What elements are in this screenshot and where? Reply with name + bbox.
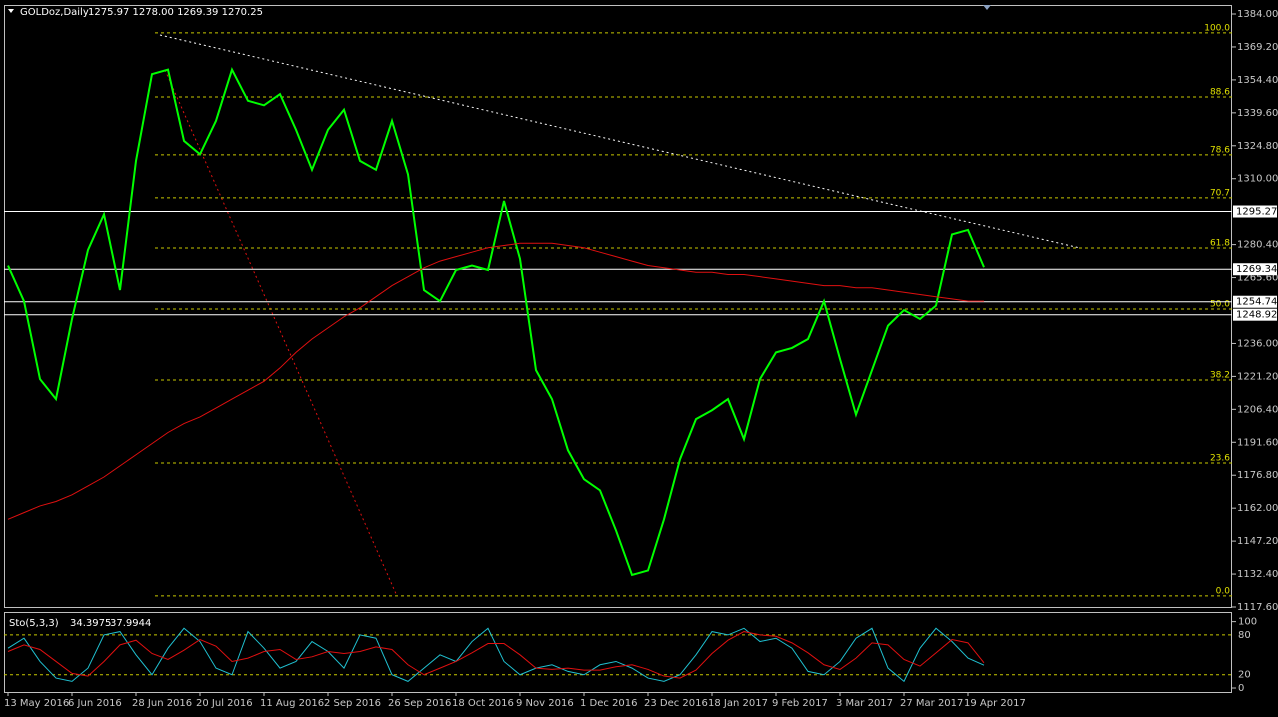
y-tick-label: 1147.20	[1237, 536, 1278, 547]
y-tick-label: 1221.20	[1237, 371, 1278, 382]
symbol-title: GOLDoz,Daily	[20, 7, 89, 18]
level-label: 1254.74	[1236, 297, 1277, 308]
fib-label: 0.0	[1216, 586, 1231, 596]
fib-label: 50.0	[1210, 299, 1230, 309]
series-line	[7, 627, 985, 683]
sto-tick-label: 80	[1238, 630, 1251, 641]
fib-label: 61.8	[1210, 238, 1230, 248]
fib-label: 38.2	[1210, 370, 1230, 380]
y-tick-label: 1236.00	[1237, 338, 1278, 349]
y-tick-label: 1324.80	[1237, 141, 1278, 152]
x-tick-label: 27 Mar 2017	[900, 698, 963, 709]
y-tick-label: 1176.80	[1237, 470, 1278, 481]
level-label: 1248.92	[1236, 310, 1277, 321]
sub-frame	[4, 612, 1232, 693]
series-line	[7, 67, 985, 577]
shift-marker	[983, 5, 991, 10]
x-tick-label: 9 Feb 2017	[772, 698, 828, 709]
fib-label: 88.6	[1210, 88, 1230, 98]
x-tick-label: 2 Sep 2016	[324, 698, 381, 709]
sto-tick-label: 20	[1238, 670, 1251, 681]
x-tick-label: 18 Oct 2016	[452, 698, 514, 709]
x-tick-label: 11 Aug 2016	[260, 698, 324, 709]
series-line	[7, 242, 984, 520]
level-label: 1295.27	[1236, 207, 1277, 218]
y-tick-label: 1162.00	[1237, 503, 1278, 514]
sto-d: 37.9944	[110, 618, 151, 629]
fib-base-line	[164, 69, 398, 597]
y-tick-label: 1354.40	[1237, 75, 1278, 86]
level-box	[1233, 263, 1277, 276]
quote: 1275.97 1278.00 1269.39 1270.25	[88, 7, 263, 18]
y-tick-label: 1384.00	[1237, 9, 1278, 20]
level-box	[1233, 205, 1277, 218]
series-line	[7, 631, 985, 679]
y-tick-label: 1132.40	[1237, 569, 1278, 580]
menu-arrow[interactable]	[8, 9, 14, 13]
level-box	[1233, 295, 1277, 308]
y-tick-label: 1206.40	[1237, 404, 1278, 415]
x-tick-label: 13 May 2016	[4, 698, 69, 709]
sto-tick-label: 0	[1238, 683, 1244, 694]
fib-label: 23.6	[1210, 453, 1230, 463]
x-tick-label: 9 Nov 2016	[516, 698, 574, 709]
y-tick-label: 1369.20	[1237, 42, 1278, 53]
x-tick-label: 23 Dec 2016	[644, 698, 708, 709]
x-tick-label: 18 Jan 2017	[708, 698, 768, 709]
level-box	[1233, 308, 1277, 321]
sto-title: Sto(5,3,3)	[9, 618, 59, 629]
sto-k: 34.3975	[70, 618, 111, 629]
x-tick-label: 3 Mar 2017	[836, 698, 893, 709]
y-tick-label: 1339.60	[1237, 108, 1278, 119]
fib-label: 78.6	[1210, 145, 1230, 155]
y-tick-label: 1191.60	[1237, 437, 1278, 448]
y-tick-label: 1280.40	[1237, 240, 1278, 251]
x-tick-label: 20 Jul 2016	[196, 698, 253, 709]
level-label: 1269.34	[1236, 264, 1277, 275]
x-tick-label: 26 Sep 2016	[388, 698, 451, 709]
sto-tick-label: 100	[1238, 617, 1257, 628]
fib-label: 100.0	[1204, 23, 1230, 33]
y-tick-label: 1310.00	[1237, 174, 1278, 185]
main-frame	[4, 5, 1232, 608]
y-tick-label: 1265.60	[1237, 273, 1278, 284]
x-tick-label: 6 Jun 2016	[68, 698, 122, 709]
y-tick-label: 1117.60	[1237, 602, 1278, 613]
trend-line	[159, 34, 1081, 249]
x-tick-label: 19 Apr 2017	[964, 698, 1026, 709]
fib-label: 70.7	[1210, 188, 1230, 198]
x-tick-label: 1 Dec 2016	[580, 698, 638, 709]
x-tick-label: 28 Jun 2016	[132, 698, 192, 709]
